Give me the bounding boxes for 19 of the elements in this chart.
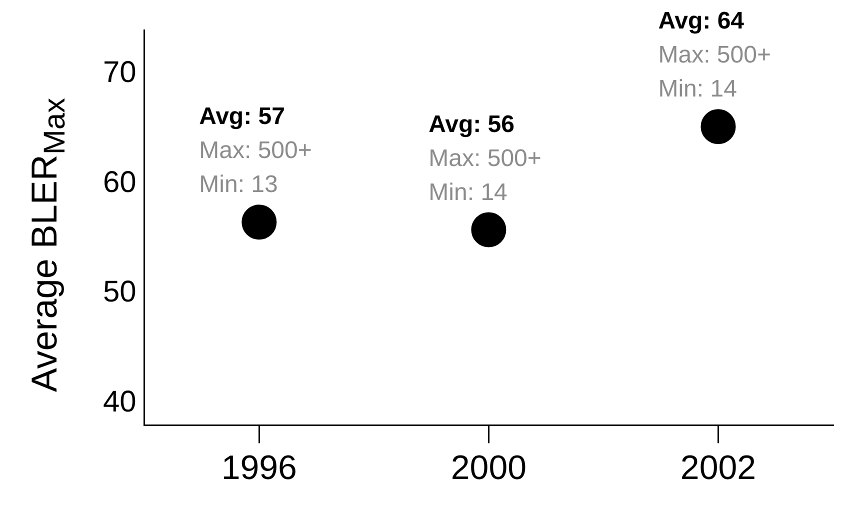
annotation: Max: 500+ [428, 144, 542, 172]
x-tick-label: 2000 [450, 448, 527, 487]
point [242, 204, 277, 240]
y-tick-label: 70 [102, 56, 136, 90]
annotation: Min: 14 [428, 178, 508, 206]
x-tick-label: 2002 [680, 448, 756, 487]
annotation: Max: 500+ [658, 42, 771, 69]
x-tick-label: 1996 [221, 448, 297, 487]
annotation: Avg: 57 [199, 103, 285, 130]
annotation: Avg: 64 [658, 8, 745, 35]
y-tick-label: 40 [102, 386, 136, 419]
point [471, 212, 506, 248]
annotation: Min: 13 [199, 171, 278, 198]
annotation: Min: 14 [658, 76, 737, 103]
y-tick-label: 60 [102, 166, 136, 199]
point [700, 109, 736, 144]
y-tick-label: 50 [102, 276, 136, 309]
annotation: Avg: 56 [428, 110, 514, 138]
annotation: Max: 500+ [199, 137, 312, 164]
